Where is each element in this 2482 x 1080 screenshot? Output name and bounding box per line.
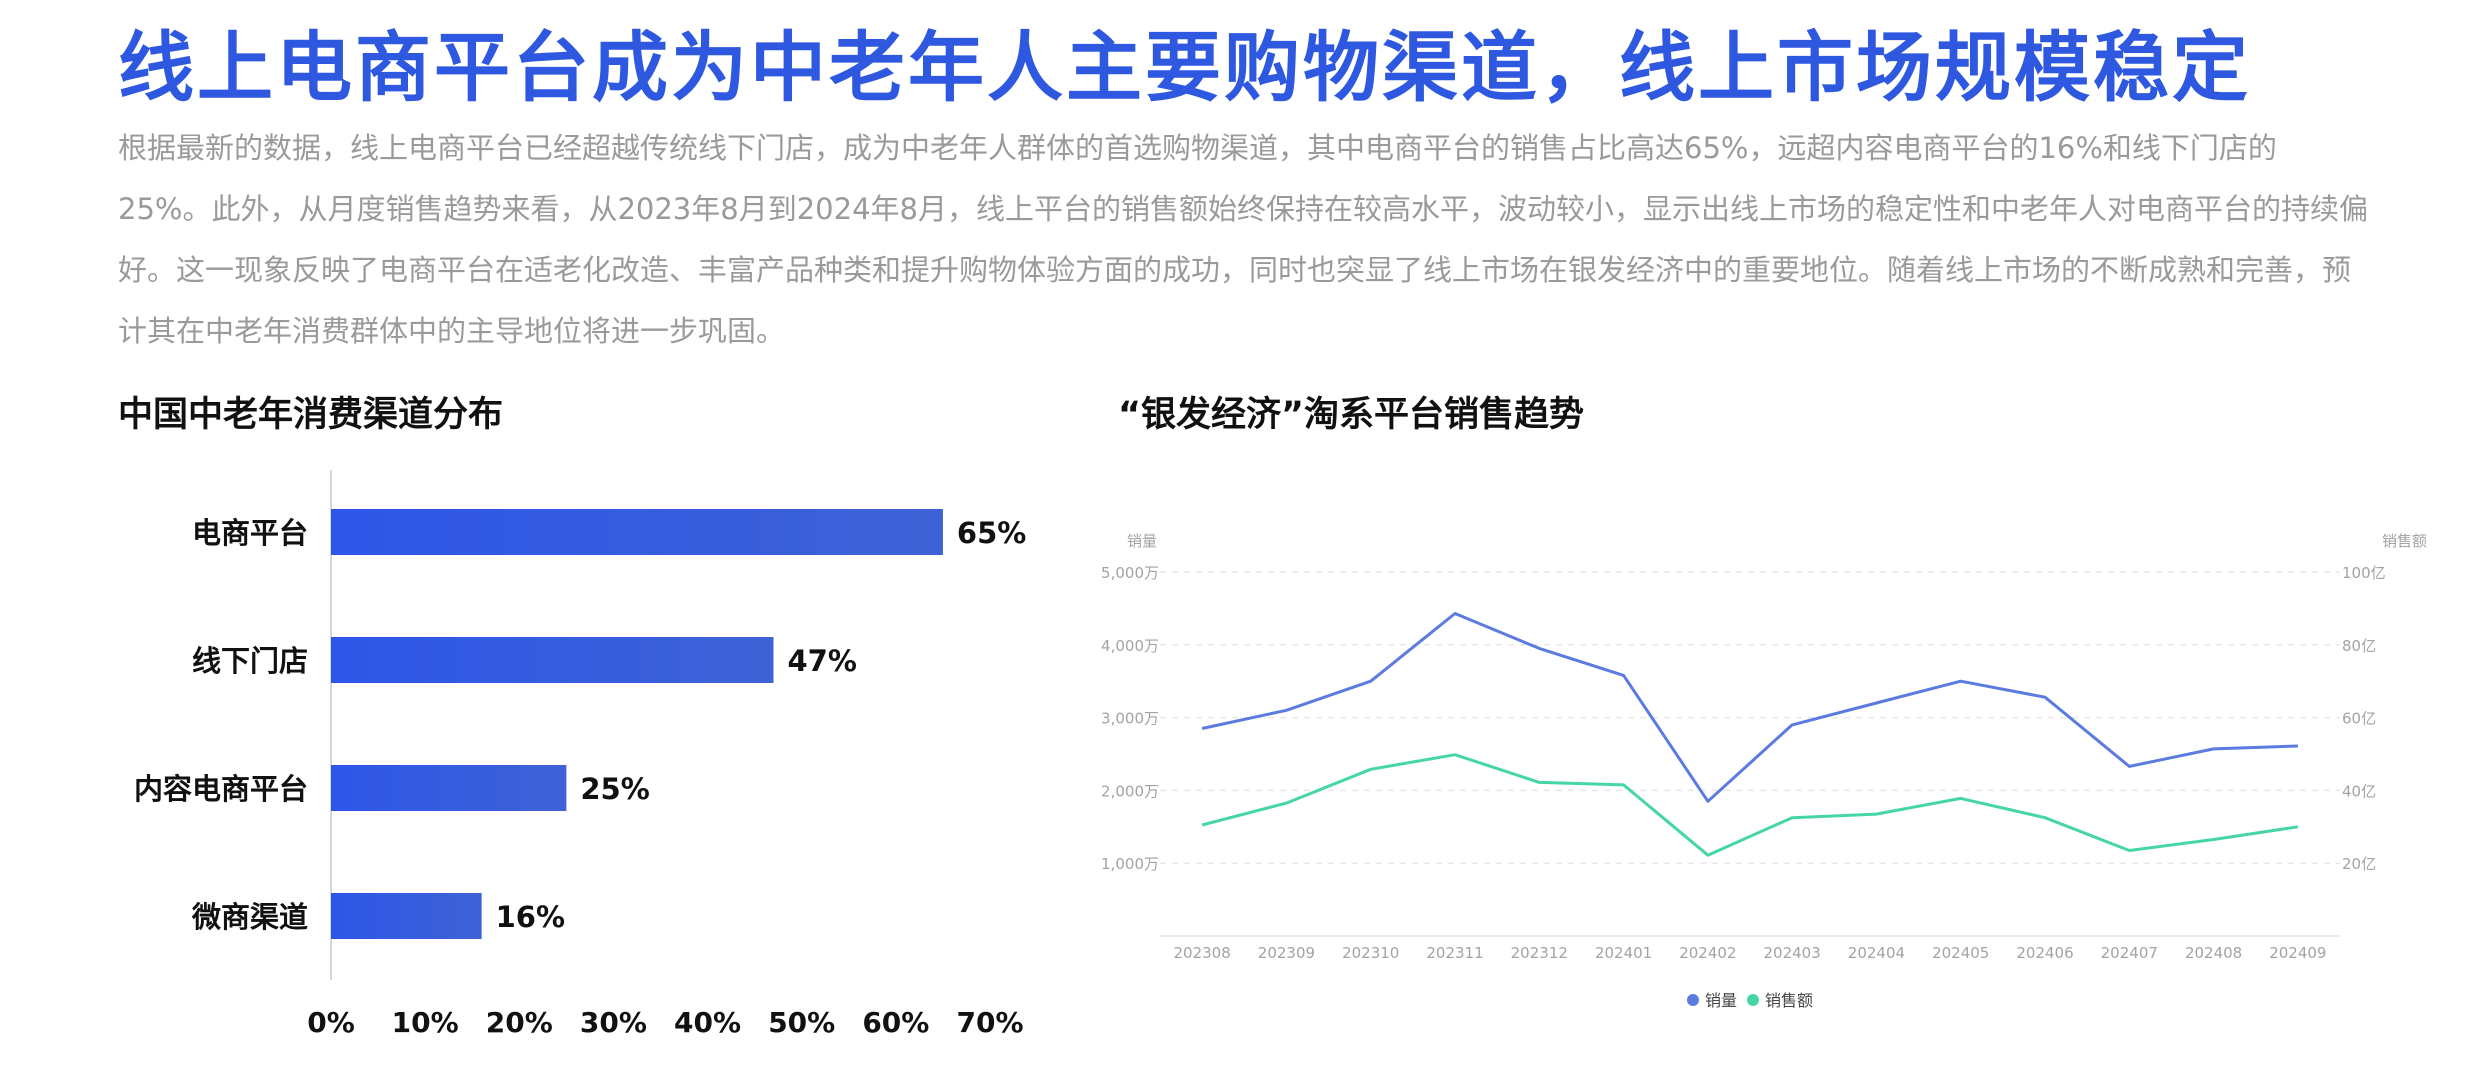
x-tick-label: 202406 [2016,944,2073,962]
right-y-tick-label: 60亿 [2342,710,2376,728]
legend-label: 销售额 [1765,991,1813,1010]
x-tick-label: 202312 [1511,944,1568,962]
bar-value-label: 47% [787,644,856,678]
bar-1 [331,637,774,683]
bar-3 [331,893,482,939]
left-y-tick-label: 3,000万 [1101,710,1159,728]
intro-paragraph: 根据最新的数据，线上电商平台已经超越传统线下门店，成为中老年人群体的首选购物渠道… [118,131,2368,348]
bar-value-label: 65% [957,516,1026,550]
x-tick-label: 202408 [2185,944,2242,962]
bar-x-tick-label: 30% [580,1006,647,1039]
x-tick-label: 202309 [1258,944,1315,962]
left-y-tick-label: 2,000万 [1101,782,1159,800]
legend-label: 销量 [1705,991,1737,1010]
x-tick-label: 202405 [1932,944,1989,962]
series-line-1 [1201,753,2299,857]
bar-x-tick-label: 20% [486,1006,553,1039]
legend-marker-0 [1687,994,1699,1006]
bar-category-label: 电商平台 [192,516,308,550]
series-line-0 [1201,612,2298,803]
x-tick-label: 202402 [1679,944,1736,962]
left-y-tick-label: 5,000万 [1101,564,1159,582]
bar-value-label: 25% [580,772,649,806]
bar-x-tick-label: 50% [768,1006,835,1039]
page-title: 线上电商平台成为中老年人主要购物渠道，线上市场规模稳定 [118,23,2251,112]
left-y-tick-label: 4,000万 [1101,637,1159,655]
right-axis-title: 销售额 [2382,532,2427,550]
bar-chart-title: 中国中老年消费渠道分布 [118,395,504,435]
bar-x-tick-label: 40% [674,1006,741,1039]
right-y-tick-label: 80亿 [2342,637,2376,655]
line-chart: 销量 销售额1,000万2,000万3,000万4,000万5,000万20亿40… [1101,532,2427,1010]
right-y-tick-label: 20亿 [2342,855,2376,873]
bar-category-label: 线下门店 [192,644,308,678]
bar-x-tick-label: 70% [956,1006,1023,1039]
left-y-tick-label: 1,000万 [1101,855,1159,873]
x-tick-label: 202409 [2269,944,2326,962]
x-tick-label: 202403 [1764,944,1821,962]
bar-category-label: 微商渠道 [191,900,308,934]
x-tick-label: 202311 [1426,944,1483,962]
legend-marker-1 [1747,994,1759,1006]
bar-x-tick-label: 60% [862,1006,929,1039]
right-y-tick-label: 40亿 [2342,782,2376,800]
x-tick-label: 202401 [1595,944,1652,962]
line-chart-title: “银发经济”淘系平台销售趋势 [1118,395,1585,435]
x-tick-label: 202308 [1174,944,1231,962]
left-axis-title: 销量 [1127,532,1157,550]
x-tick-label: 202310 [1342,944,1399,962]
bar-x-tick-label: 0% [307,1006,355,1039]
x-tick-label: 202404 [1848,944,1905,962]
bar-x-tick-label: 10% [392,1006,459,1039]
bar-chart: 电商平台 65% 线下门店 47% 内容电商平台 25% 微商渠道 16% 0% 10% 20% 30… [134,470,1026,1039]
bar-0 [331,509,943,555]
right-y-tick-label: 100亿 [2342,564,2386,582]
bar-value-label: 16% [496,900,565,934]
x-tick-label: 202407 [2101,944,2158,962]
bar-2 [331,765,567,811]
bar-category-label: 内容电商平台 [134,772,308,806]
